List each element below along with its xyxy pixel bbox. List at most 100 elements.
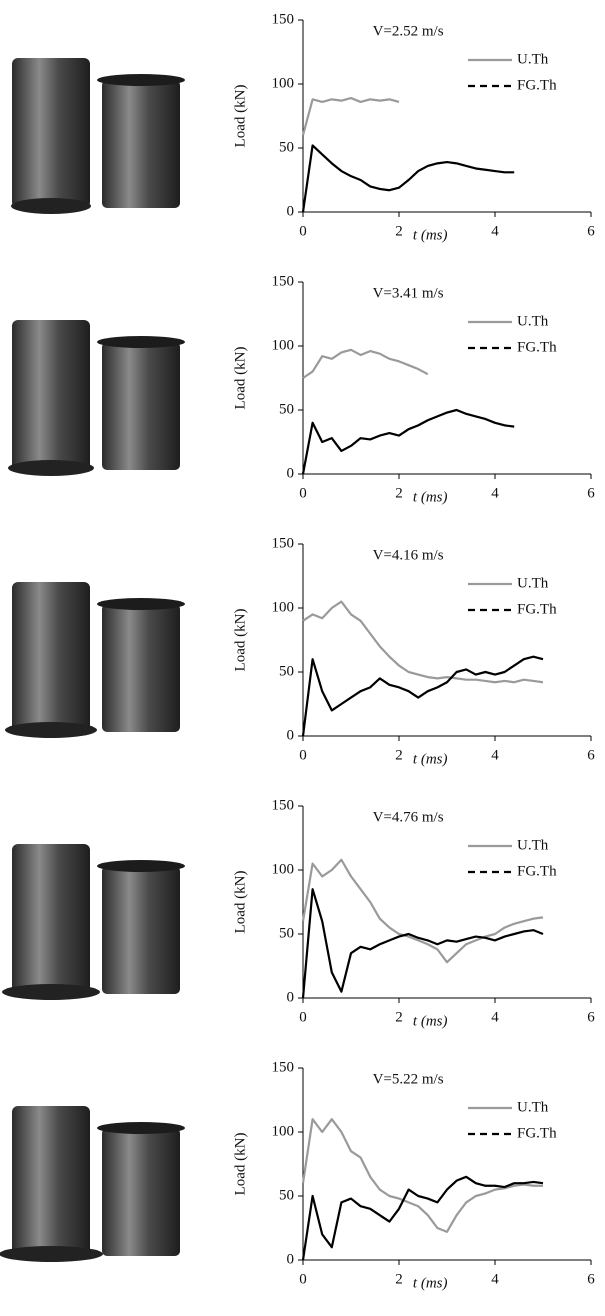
series-line [301,655,544,737]
x-tick-label: 0 [299,485,307,501]
legend-label: FG.Th [517,77,557,93]
tube-deformed [12,320,90,470]
y-tick-label: 100 [272,337,295,353]
chart-title: V=4.76 m/s [373,809,444,825]
y-tick-label: 100 [272,861,295,877]
legend-label: FG.Th [517,863,557,879]
y-tick-label: 0 [287,989,295,1005]
panel: 0 50 100 150 0 2 4 6 t (ms) Load (kN) V=4.16 m/s U.… [5,535,595,767]
y-tick-label: 100 [272,599,295,615]
x-tick-label: 6 [587,1271,595,1287]
x-tick-label: 0 [299,1009,307,1025]
x-tick-label: 6 [587,1009,595,1025]
tube-deformed [12,58,90,208]
panel: 0 50 100 150 0 2 4 6 t (ms) Load (kN) V=4.76 m/s U.… [2,797,595,1029]
y-tick-label: 50 [279,401,294,417]
panel: 0 50 100 150 0 2 4 6 t (ms) Load (kN) V=2.52 m/s U.… [11,11,595,243]
x-axis-label: t (ms) [413,1013,448,1029]
x-axis-label: t (ms) [413,489,448,505]
y-tick-label: 0 [287,727,295,743]
y-tick-label: 150 [272,11,295,27]
x-tick-label: 4 [491,485,499,501]
y-axis-label: Load (kN) [232,1133,248,1196]
tube-deformed [12,582,90,732]
x-tick-label: 6 [587,747,595,763]
x-tick-label: 2 [395,1009,403,1025]
y-tick-label: 50 [279,925,294,941]
tube-rim [97,1122,185,1134]
series-line [301,408,515,475]
series-line [302,600,544,684]
tube-base [5,722,97,738]
tube-base [8,460,94,476]
y-axis-label: Load (kN) [232,347,248,410]
tube-base [0,1246,103,1262]
y-tick-label: 50 [279,139,294,155]
legend-label: U.Th [517,313,549,329]
legend-label: FG.Th [517,339,557,355]
tube-intact [102,80,180,208]
chart-title: V=4.16 m/s [373,547,444,563]
y-tick-label: 0 [287,465,295,481]
series-line [302,348,429,379]
specimen-photo [5,582,185,738]
x-axis-label: t (ms) [413,1275,448,1291]
y-axis-label: Load (kN) [232,609,248,672]
y-axis-label: Load (kN) [232,85,248,148]
x-axis-label: t (ms) [413,227,448,243]
series-line [301,858,544,964]
x-tick-label: 4 [491,223,499,239]
legend-label: U.Th [517,51,549,67]
y-tick-label: 150 [272,273,295,289]
legend-label: FG.Th [517,601,557,617]
y-tick-label: 150 [272,1059,295,1075]
tube-rim [97,74,185,86]
legend-label: U.Th [517,837,549,853]
x-tick-label: 0 [299,1271,307,1287]
x-tick-label: 6 [587,485,595,501]
y-axis-label: Load (kN) [232,871,248,934]
chart-title: V=5.22 m/s [373,1071,444,1087]
tube-intact [102,866,180,994]
tube-rim [97,860,185,872]
series-line [301,1175,544,1261]
y-tick-label: 100 [272,75,295,91]
tube-rim [97,598,185,610]
tube-deformed [12,844,90,994]
tube-rim [97,336,185,348]
chart-title: V=2.52 m/s [373,23,444,39]
specimen-photo [8,320,185,476]
tube-base [2,984,100,1000]
x-tick-label: 4 [491,1009,499,1025]
chart-title: V=3.41 m/s [373,285,444,301]
y-tick-label: 0 [287,1251,295,1267]
x-axis-label: t (ms) [413,751,448,767]
tube-intact [102,604,180,732]
specimen-photo [2,844,185,1000]
x-tick-label: 2 [395,1271,403,1287]
legend-label: FG.Th [517,1125,557,1141]
x-tick-label: 2 [395,747,403,763]
panel: 0 50 100 150 0 2 4 6 t (ms) Load (kN) V=3.41 m/s U.… [8,273,595,505]
x-tick-label: 4 [491,1271,499,1287]
y-tick-label: 50 [279,1187,294,1203]
series-line [301,96,400,136]
tube-base [11,198,91,214]
x-tick-label: 4 [491,747,499,763]
series-line [301,888,544,999]
x-tick-label: 0 [299,747,307,763]
x-tick-label: 6 [587,223,595,239]
series-line [301,1118,543,1233]
tube-intact [102,342,180,470]
panel: 0 50 100 150 0 2 4 6 t (ms) Load (kN) V=5.22 m/s U.… [0,1059,595,1291]
y-tick-label: 100 [272,1123,295,1139]
tube-intact [102,1128,180,1256]
y-tick-label: 50 [279,663,294,679]
legend-label: U.Th [517,575,549,591]
y-tick-label: 150 [272,535,295,551]
x-tick-label: 0 [299,223,307,239]
tube-deformed [12,1106,90,1256]
specimen-photo [0,1106,185,1262]
specimen-photo [11,58,185,214]
